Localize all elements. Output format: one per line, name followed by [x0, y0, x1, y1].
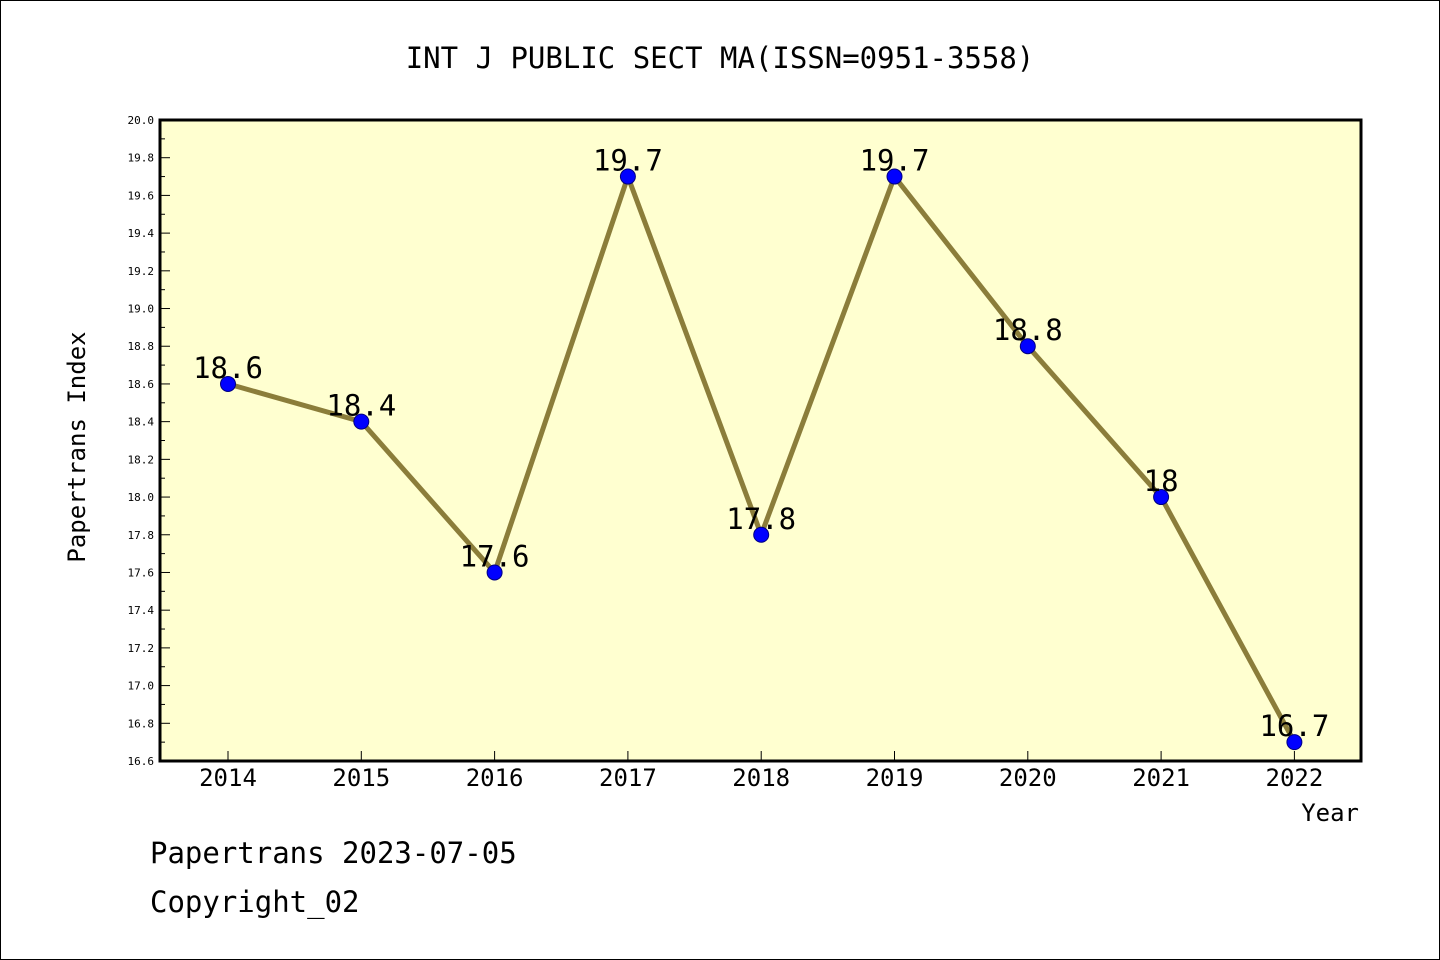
x-tick-label: 2018	[732, 764, 790, 792]
y-tick-label: 17.4	[128, 604, 155, 617]
data-label: 17.8	[726, 502, 796, 536]
data-label: 18.4	[326, 389, 396, 423]
footer-copyright: Copyright_02	[150, 885, 360, 919]
data-point	[220, 375, 236, 392]
data-label: 18.6	[193, 351, 263, 385]
data-label: 17.6	[460, 539, 530, 573]
x-axis-label: Year	[1301, 799, 1359, 827]
y-tick-label: 19.6	[128, 189, 155, 202]
y-axis-ticks: 16.6 16.8 17.0 17.2 17.4 17.6 17.8 18.0 18.2 18.4…	[128, 114, 170, 768]
data-label: 19.7	[593, 144, 663, 178]
y-tick-label: 19.4	[128, 227, 155, 240]
data-point	[1286, 734, 1303, 751]
y-tick-label: 19.8	[128, 152, 155, 165]
data-point	[886, 168, 903, 185]
data-point	[619, 168, 636, 185]
x-tick-label: 2020	[999, 764, 1057, 792]
plot-border	[158, 118, 1363, 763]
x-tick-label: 2016	[466, 764, 524, 792]
y-tick-label: 16.8	[128, 717, 155, 730]
y-tick-label: 18.8	[128, 340, 155, 353]
x-tick-label: 2022	[1266, 764, 1324, 792]
x-tick-label: 2015	[332, 764, 390, 792]
x-tick-label: 2017	[599, 764, 657, 792]
x-tick-label: 2019	[866, 764, 924, 792]
x-tick-label: 2021	[1132, 764, 1190, 792]
y-axis-label: Papertrans Index	[63, 331, 91, 562]
x-axis-ticks: 2014 2015 2016 2017 2018 2019 2020 2021 2022	[199, 751, 1323, 792]
data-point	[1019, 338, 1036, 355]
data-point	[1153, 489, 1170, 506]
y-tick-label: 17.2	[128, 642, 155, 655]
footer-date: Papertrans 2023-07-05	[150, 836, 517, 870]
y-tick-label: 17.0	[128, 680, 155, 693]
y-tick-label: 18.4	[128, 416, 155, 429]
y-tick-label: 19.2	[128, 265, 155, 278]
y-tick-label: 20.0	[128, 114, 155, 127]
data-label: 18.8	[993, 313, 1063, 347]
chart-title: INT J PUBLIC SECT MA(ISSN=0951-3558)	[406, 41, 1035, 75]
y-tick-label: 19.0	[128, 303, 155, 316]
plot-area	[160, 120, 1361, 761]
series-layer	[220, 168, 1303, 751]
data-label: 18	[1144, 464, 1179, 498]
y-tick-label: 17.6	[128, 566, 155, 579]
y-tick-label: 16.6	[128, 755, 155, 768]
y-tick-label: 18.6	[128, 378, 155, 391]
data-point	[486, 564, 503, 581]
data-label: 16.7	[1259, 709, 1329, 743]
x-tick-label: 2014	[199, 764, 257, 792]
data-labels-layer: 18.6 18.4 17.6 19.7 17.8 19.7 18.8 18 16.7	[193, 144, 1329, 744]
y-tick-label: 18.2	[128, 453, 155, 466]
y-tick-label: 18.0	[128, 491, 155, 504]
data-point	[353, 413, 370, 430]
data-point	[753, 526, 770, 543]
y-tick-label: 17.8	[128, 529, 155, 542]
data-label: 19.7	[860, 144, 930, 178]
